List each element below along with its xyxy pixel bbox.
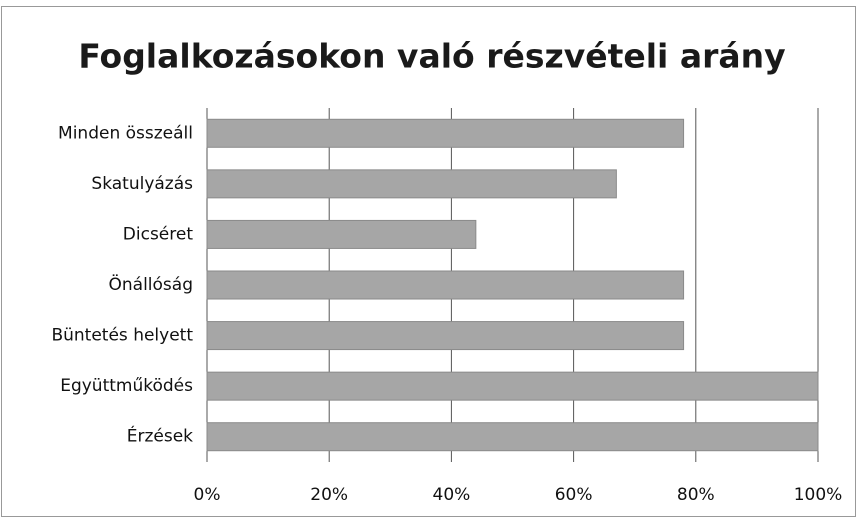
chart-title: Foglalkozásokon való részvételi arány	[78, 37, 785, 76]
x-tick-label: 20%	[310, 485, 348, 505]
y-tick-label: Önállóság	[109, 273, 194, 295]
y-tick-label: Büntetés helyett	[51, 326, 193, 346]
y-tick-label: Érzések	[127, 425, 193, 447]
y-tick-label: Együttműködés	[60, 376, 193, 396]
bar	[206, 219, 477, 249]
bar	[206, 422, 819, 452]
y-tick-label: Skatulyázás	[91, 174, 193, 194]
y-tick-label: Dicséret	[123, 224, 194, 244]
x-tick-label: 40%	[433, 485, 471, 505]
x-tick-label: 0%	[194, 485, 221, 505]
x-tick-label: 80%	[677, 485, 715, 505]
x-tick-label: 100%	[794, 485, 843, 505]
bar	[206, 321, 685, 351]
bar	[206, 118, 685, 148]
bar	[206, 270, 685, 300]
x-tick-label: 60%	[555, 485, 593, 505]
bar	[206, 371, 819, 401]
bar	[206, 169, 617, 199]
y-tick-label: Minden összeáll	[58, 123, 193, 143]
